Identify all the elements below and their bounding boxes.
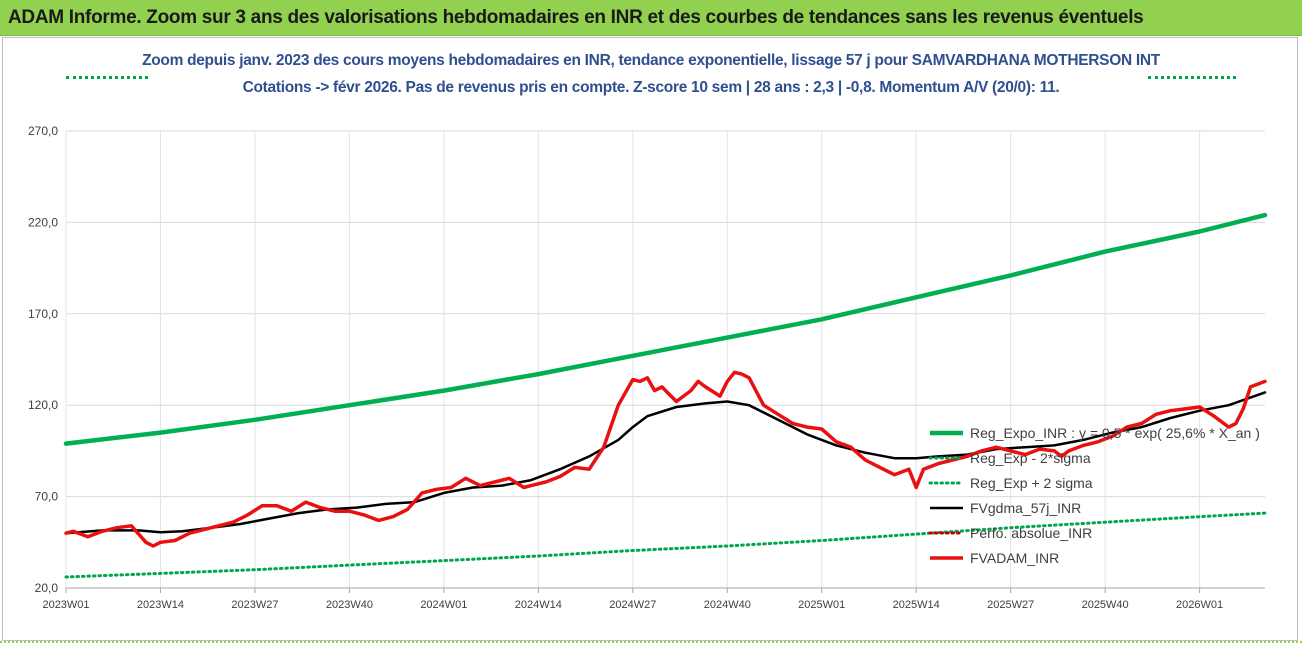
chart-area xyxy=(2,37,1298,641)
legend: Reg_Expo_INR : y = 0,5 * exp( 25,6% * X_… xyxy=(928,425,1260,566)
x-tick-label: 2026W01 xyxy=(1176,599,1223,611)
series xyxy=(63,212,1268,579)
axes: 270,0 220,0 170,0 120,0 70,0 20,0 2023W01 2023W… xyxy=(28,124,1265,611)
x-tick-label: 2025W40 xyxy=(1082,599,1129,611)
y-tick-label: 220,0 xyxy=(28,215,58,229)
series-line-fvadam-inr xyxy=(64,370,1267,548)
footer-divider xyxy=(0,641,1302,643)
x-tick-label: 2024W01 xyxy=(420,599,467,611)
legend-label: Perfo. absolue_INR xyxy=(970,525,1092,541)
x-tick-label: 2025W27 xyxy=(987,599,1034,611)
y-tick-label: 270,0 xyxy=(28,124,58,138)
x-tick-label: 2024W27 xyxy=(609,599,656,611)
legend-label: Reg_Exp - 2*sigma xyxy=(970,450,1091,466)
x-tick-label: 2024W40 xyxy=(704,599,751,611)
chart-title: Zoom depuis janv. 2023 des cours moyens … xyxy=(142,52,1160,69)
legend-label: Reg_Exp + 2 sigma xyxy=(970,475,1093,491)
y-tick-label: 70,0 xyxy=(35,490,59,504)
chart-subtitle: Cotations -> févr 2026. Pas de revenus p… xyxy=(242,79,1060,96)
y-tick-label: 120,0 xyxy=(28,398,58,412)
y-tick-label: 20,0 xyxy=(35,581,59,595)
x-tick-label: 2025W01 xyxy=(798,599,845,611)
x-tick-label: 2023W27 xyxy=(231,599,278,611)
legend-label: FVgdma_57j_INR xyxy=(970,500,1081,516)
series-line-reg-exp xyxy=(64,511,1267,579)
x-tick-label: 2023W40 xyxy=(326,599,373,611)
x-tick-label: 2024W14 xyxy=(515,599,562,611)
legend-label: Reg_Expo_INR : y = 0,5 * exp( 25,6% * X_… xyxy=(970,425,1260,441)
y-tick-label: 170,0 xyxy=(28,307,58,321)
x-tick-label: 2023W01 xyxy=(42,599,89,611)
series-line-reg-expo-inr xyxy=(63,212,1268,446)
grid xyxy=(65,130,1265,589)
title-decoration-right xyxy=(1148,76,1236,79)
header-banner: ADAM Informe. Zoom sur 3 ans des valoris… xyxy=(0,0,1302,36)
legend-label: FVADAM_INR xyxy=(970,550,1059,566)
series-line-fvgdma-57j-inr xyxy=(64,391,1267,535)
x-tick-label: 2025W14 xyxy=(893,599,940,611)
report-title: ADAM Informe. Zoom sur 3 ans des valoris… xyxy=(8,7,1144,28)
title-decoration-left xyxy=(66,76,148,79)
x-tick-label: 2023W14 xyxy=(137,599,184,611)
